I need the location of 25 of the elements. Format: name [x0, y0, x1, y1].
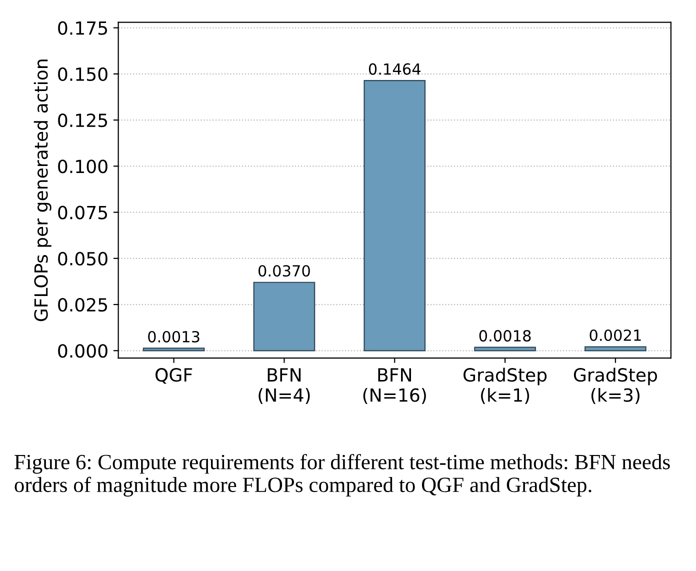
data-label: 0.0370	[258, 265, 310, 277]
y-tick-label: 0.100	[58, 160, 108, 174]
y-tick-label: 0.075	[58, 206, 108, 220]
data-label: 0.0018	[479, 330, 531, 342]
x-tick-label: GradStep (k=1)	[464, 368, 547, 404]
y-tick-label: 0.050	[58, 252, 108, 266]
x-tick-label: GradStep (k=3)	[574, 368, 657, 404]
caption: Figure 6: Compute requirements for different test-time methods: BFN needs orders of magnitude more FLOPs compared to QGF and GradStep.	[14, 454, 670, 497]
bar	[584, 346, 646, 352]
x-tick-label: BFN (N=4)	[258, 368, 310, 404]
x-tick-label: QGF	[156, 368, 192, 384]
y-axis-title: GFLOPs per generated action	[34, 60, 52, 322]
data-label: 0.1464	[368, 63, 421, 75]
bar	[253, 282, 316, 352]
y-tick-label: 0.025	[58, 298, 108, 312]
data-label: 0.0013	[148, 330, 200, 342]
y-tick-label: 0.175	[58, 21, 108, 35]
y-tick-label: 0.150	[58, 67, 108, 82]
data-label: 0.0021	[590, 329, 641, 342]
bar	[142, 348, 205, 352]
y-tick-label: 0.000	[58, 344, 108, 358]
bar	[364, 80, 426, 352]
bar	[474, 346, 536, 352]
y-tick-label: 0.125	[58, 114, 108, 128]
x-tick-label: BFN (N=16)	[363, 368, 426, 404]
